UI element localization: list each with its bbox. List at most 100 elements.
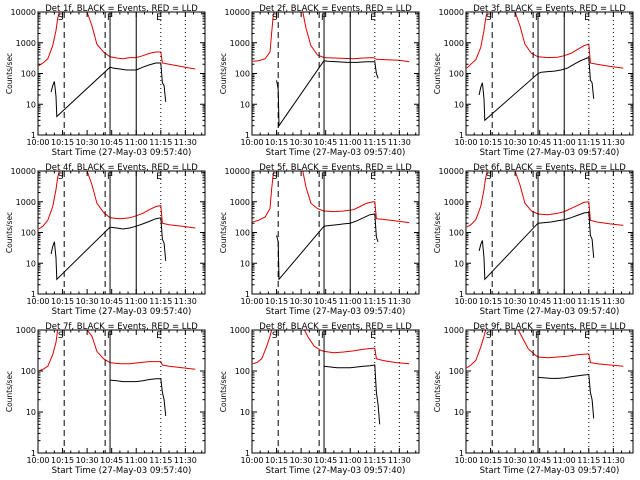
chart-title: Det 9f, BLACK = Events, RED = LLD [473, 322, 626, 332]
y-tick-label: 100 [21, 229, 36, 238]
x-tick-label: 10:30 [76, 297, 99, 306]
x-axis-label: Start Time (27-May-03 09:57:40) [480, 307, 620, 317]
events-series-line [537, 373, 595, 419]
x-tick-label: 10:00 [26, 456, 49, 465]
y-tick-label: 100 [449, 70, 464, 79]
y-axis-label: Counts/sec [5, 53, 14, 94]
x-tick-label: 10:00 [240, 456, 263, 465]
plot-frame [37, 11, 206, 136]
y-tick-label: 1000 [16, 326, 36, 335]
y-tick-label: 100 [449, 367, 464, 376]
y-axis-label: Counts/sec [433, 371, 442, 412]
y-axis-label: Counts/sec [5, 212, 14, 253]
events-series-line [109, 378, 167, 417]
y-tick-label: 1 [31, 449, 36, 458]
x-tick-label: 10:45 [528, 297, 551, 306]
marker-letter-e: E [156, 331, 162, 341]
x-tick-label: 10:15 [479, 138, 502, 147]
x-tick-label: 11:30 [388, 138, 411, 147]
chart-title: Det 3f, BLACK = Events, RED = LLD [473, 4, 626, 14]
y-tick-label: 10000 [11, 167, 36, 176]
chart-title: Det 4f, BLACK = Events, RED = LLD [45, 163, 198, 173]
lld-series-line [252, 12, 410, 63]
x-tick-label: 11:30 [174, 456, 197, 465]
plot-data [466, 330, 624, 419]
y-axis-label: Counts/sec [219, 371, 228, 412]
y-tick-label: 1 [31, 131, 36, 140]
x-axis-label: Start Time (27-May-03 09:57:40) [266, 307, 406, 317]
y-tick-label: 100 [449, 229, 464, 238]
x-tick-label: 11:30 [388, 456, 411, 465]
x-tick-label: 11:00 [125, 297, 148, 306]
marker-letter-e: E [584, 331, 590, 341]
marker-letter-e: E [370, 172, 376, 182]
y-tick-label: 10 [454, 408, 464, 417]
marker-letter-f: F [535, 172, 540, 182]
y-axis-label: Counts/sec [433, 212, 442, 253]
marker-letter-e: E [584, 172, 590, 182]
plot-frame [465, 11, 634, 136]
y-tick-label: 1 [459, 131, 464, 140]
events-series-line [50, 217, 167, 281]
marker-letter-e: E [156, 13, 162, 23]
x-tick-label: 10:00 [240, 297, 263, 306]
x-tick-label: 11:00 [339, 138, 362, 147]
y-tick-label: 1 [245, 449, 250, 458]
y-tick-label: 1000 [230, 39, 250, 48]
x-tick-label: 11:30 [174, 297, 197, 306]
y-tick-label: 1000 [444, 198, 464, 207]
x-axis-label: Start Time (27-May-03 09:57:40) [52, 466, 192, 476]
plot-data [38, 12, 196, 118]
y-tick-label: 1000 [230, 326, 250, 335]
marker-letter-f: F [107, 13, 112, 23]
plot-frame [465, 329, 634, 454]
x-tick-label: 10:30 [504, 297, 527, 306]
chart-title: Det 2f, BLACK = Events, RED = LLD [259, 4, 412, 14]
events-series-line [276, 60, 379, 128]
y-tick-label: 1000 [16, 39, 36, 48]
marker-letter-s: S [486, 13, 492, 23]
y-axis-label: Counts/sec [219, 53, 228, 94]
marker-letter-f: F [535, 13, 540, 23]
x-axis-label: Start Time (27-May-03 09:57:40) [480, 466, 620, 476]
x-tick-label: 11:30 [174, 138, 197, 147]
x-tick-label: 10:00 [26, 138, 49, 147]
x-tick-label: 10:30 [290, 297, 313, 306]
marker-letter-f: F [321, 331, 326, 341]
y-tick-label: 10 [240, 259, 250, 268]
events-series-line [478, 211, 595, 281]
y-tick-label: 10 [454, 100, 464, 109]
plot-frame [37, 329, 206, 454]
x-tick-label: 10:15 [479, 297, 502, 306]
x-tick-label: 11:15 [149, 297, 172, 306]
y-tick-label: 10000 [225, 8, 250, 17]
lld-series-line [38, 12, 196, 70]
y-tick-label: 100 [235, 367, 250, 376]
chart-title: Det 6f, BLACK = Events, RED = LLD [473, 163, 626, 173]
y-tick-label: 10000 [439, 8, 464, 17]
chart-title: Det 5f, BLACK = Events, RED = LLD [259, 163, 412, 173]
y-axis-label: Counts/sec [219, 212, 228, 253]
x-tick-label: 11:00 [125, 138, 148, 147]
x-tick-label: 10:15 [265, 456, 288, 465]
x-tick-label: 11:00 [339, 297, 362, 306]
marker-letter-s: S [58, 172, 64, 182]
events-series-line [276, 213, 379, 281]
events-series-line [50, 62, 167, 118]
plot-frame [465, 170, 634, 295]
x-tick-label: 11:00 [553, 138, 576, 147]
chart-title: Det 8f, BLACK = Events, RED = LLD [259, 322, 412, 332]
x-tick-label: 10:30 [290, 138, 313, 147]
x-axis-label: Start Time (27-May-03 09:57:40) [52, 148, 192, 158]
marker-letter-s: S [272, 172, 278, 182]
x-tick-label: 10:30 [76, 456, 99, 465]
x-tick-label: 10:00 [454, 138, 477, 147]
x-tick-label: 10:00 [26, 297, 49, 306]
marker-letter-f: F [321, 13, 326, 23]
marker-letter-e: E [156, 172, 162, 182]
plot-data [38, 330, 196, 417]
